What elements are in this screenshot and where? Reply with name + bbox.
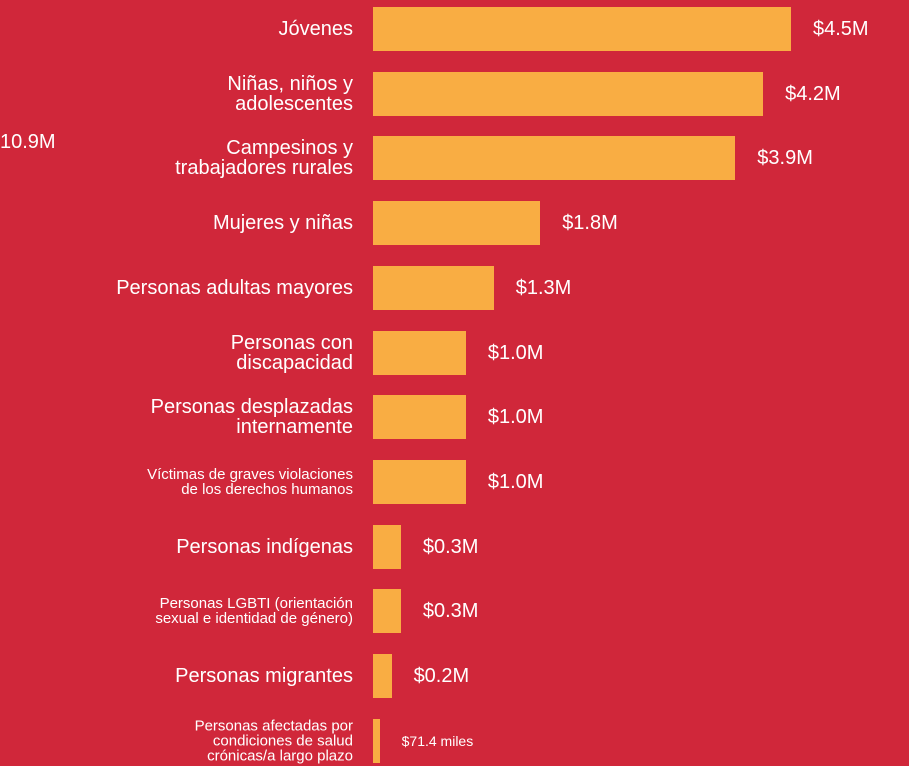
value-label: $4.5M	[813, 18, 869, 40]
category-label: Personas afectadas por condiciones de sa…	[194, 717, 353, 765]
bar	[373, 136, 736, 181]
category-label: Víctimas de graves violaciones de los de…	[147, 465, 353, 498]
bar	[373, 71, 764, 116]
category-label: Personas LGBTI (orientación sexual e ide…	[155, 595, 353, 628]
bar	[373, 718, 380, 763]
value-label: $1.0M	[487, 470, 544, 493]
bar	[373, 330, 466, 375]
category-label: Mujeres y niñas	[212, 212, 353, 235]
value-label: $3.9M	[757, 147, 813, 170]
value-label: $1.8M	[562, 212, 618, 235]
category-label: Personas desplazadas internamente	[150, 396, 353, 439]
bar	[373, 395, 466, 440]
category-label: Jóvenes	[278, 18, 354, 40]
bar	[373, 524, 401, 569]
category-label: Niñas, niños y adolescentes	[227, 72, 353, 115]
value-label: $1.0M	[487, 406, 544, 429]
bar	[373, 459, 466, 504]
value-label: $1.0M	[487, 341, 544, 364]
value-label: $4.2M	[785, 82, 841, 105]
value-label: $0.2M	[413, 665, 470, 687]
bar	[373, 201, 541, 246]
category-label: Campesinos y trabajadores rurales	[175, 137, 353, 180]
bar	[373, 654, 392, 698]
category-label: Personas con discapacidad	[230, 331, 353, 374]
value-label: $0.3M	[422, 600, 479, 623]
value-label: $0.3M	[422, 535, 479, 558]
bar	[373, 589, 401, 634]
category-label: Personas indígenas	[176, 535, 353, 558]
value-label: $1.3M	[515, 276, 572, 299]
value-label: $71.4 miles	[401, 732, 474, 749]
category-label: Personas adultas mayores	[116, 276, 353, 299]
bar	[373, 265, 494, 310]
category-label: Personas migrantes	[175, 665, 353, 687]
bar	[373, 7, 791, 51]
annotation: 10.9M	[0, 131, 56, 153]
